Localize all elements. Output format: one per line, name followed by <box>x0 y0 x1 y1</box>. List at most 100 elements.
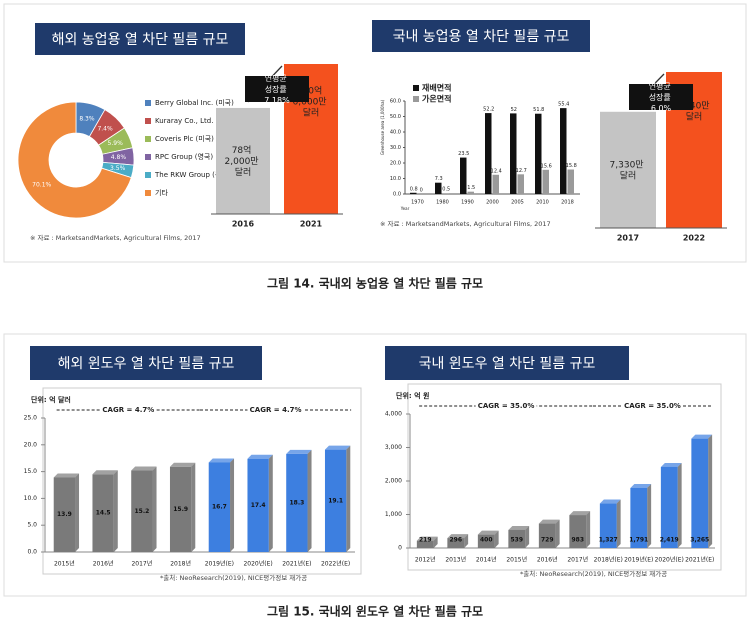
bar-top <box>286 449 312 454</box>
bar-label: 729 <box>541 537 554 544</box>
bar <box>485 113 492 194</box>
legend-label: Coveris Plc (미국) <box>155 134 214 143</box>
bar <box>442 193 449 194</box>
bar <box>447 538 465 548</box>
x-tick-label: 2020년(E) <box>243 560 272 568</box>
bar-label: 539 <box>510 537 523 544</box>
legend-swatch <box>145 118 151 124</box>
caption: 그림 15. 국내외 윈도우 열 차단 필름 규모 <box>267 604 483 619</box>
bar-label: 0.5 <box>442 187 450 193</box>
x-tick-label: 2017 <box>617 234 639 243</box>
x-tick-label: 1990 <box>461 200 474 206</box>
y-tick-label: 10.0 <box>390 176 401 182</box>
plot-frame <box>42 387 362 575</box>
bar-label: 17.4 <box>251 502 266 509</box>
x-tick-label: 2010 <box>536 200 549 206</box>
bar <box>542 169 549 194</box>
bar-side <box>494 530 499 548</box>
legend-label: RPC Group (영국) <box>155 152 213 161</box>
y-tick-label: 4,000 <box>385 411 402 418</box>
source-note: ※ 자료 : MarketsandMarkets, Agricultural F… <box>380 219 551 228</box>
legend-swatch <box>145 154 151 160</box>
bar <box>508 529 526 548</box>
chart-title: 해외 농업용 열 차단 필름 규모 <box>52 32 229 48</box>
chart-title: 해외 윈도우 열 차단 필름 규모 <box>58 356 235 372</box>
x-tick-label: 1980 <box>436 200 449 206</box>
y-tick-label: 2,000 <box>385 478 402 485</box>
bar-side <box>230 458 235 552</box>
x-tick-label: 2019년(E) <box>624 556 653 564</box>
bar <box>517 174 524 194</box>
y-tick-label: 5.0 <box>27 522 37 529</box>
title-banner <box>372 20 590 52</box>
bar <box>660 466 678 548</box>
bar-top <box>630 484 652 489</box>
bar <box>535 113 542 194</box>
bar-label: 23.5 <box>458 151 469 157</box>
x-tick-label: 2016 <box>232 220 255 229</box>
title-banner <box>30 346 262 380</box>
bar-top <box>53 473 80 478</box>
y-tick-label: 20.0 <box>24 441 38 448</box>
bar-label: 12.7 <box>516 168 527 174</box>
legend-label: 재배면적 <box>422 83 451 93</box>
bar <box>324 449 347 552</box>
bar-side <box>307 449 312 552</box>
bar-side <box>152 466 157 552</box>
bar <box>92 474 114 552</box>
source-note: *출처: NeoResearch(2019), NICE평가정보 재가공 <box>520 569 667 578</box>
bar-side <box>75 473 80 552</box>
bar <box>467 191 474 194</box>
unit-label: 단위: 억 달러 <box>31 395 71 404</box>
bar <box>600 111 656 228</box>
y-tick-label: 25.0 <box>24 415 38 422</box>
bar-top <box>169 462 196 467</box>
slice-label: 7.4% <box>97 126 113 133</box>
bar-label: 1,791 <box>629 537 648 544</box>
source-note: *출처: NeoResearch(2019), NICE평가정보 재가공 <box>160 573 307 582</box>
bar-top <box>324 445 351 450</box>
bar-top <box>599 499 621 504</box>
bar <box>53 477 76 552</box>
bar-label: 400 <box>480 537 493 544</box>
legend-swatch <box>145 136 151 142</box>
bar-top <box>477 530 499 535</box>
chart-title: 국내 윈도우 열 차단 필름 규모 <box>419 356 596 372</box>
x-tick-label: 2021년(E) <box>282 560 311 568</box>
y-tick-label: 0.0 <box>393 192 401 198</box>
bar <box>169 466 192 552</box>
annotation-box <box>629 84 693 110</box>
x-tick-label: 2005 <box>511 200 524 206</box>
slice-label: 3.5% <box>110 165 126 172</box>
x-tick-label: 2015년 <box>54 560 75 568</box>
bar-label: 52 <box>511 107 517 113</box>
bar-label: 9,840만 달러 <box>676 100 713 122</box>
bar-label: 15.9 <box>173 506 188 513</box>
x-tick-label: 1970 <box>411 200 424 206</box>
legend-swatch <box>145 100 151 106</box>
y-tick-label: 30.0 <box>390 145 401 151</box>
bar-label: 13.9 <box>57 511 72 518</box>
bar-label: 12.4 <box>491 168 502 174</box>
bar-label: 52.2 <box>483 107 494 113</box>
y-tick-label: 40.0 <box>390 130 401 136</box>
title-banner <box>35 23 245 55</box>
bar <box>538 523 556 548</box>
legend-label: 기타 <box>155 188 168 197</box>
slice-label: 8.3% <box>79 115 95 122</box>
bar-label: 2,419 <box>660 537 679 544</box>
bar <box>492 174 499 194</box>
bar <box>567 169 574 194</box>
bar-top <box>208 458 235 463</box>
legend-swatch <box>413 85 419 91</box>
bar-top <box>247 454 273 459</box>
bar-label: 14.5 <box>96 510 111 517</box>
bar-top <box>508 525 530 530</box>
bar <box>691 438 709 548</box>
x-tick-label: 2016년 <box>537 556 558 564</box>
y-tick-label: 20.0 <box>390 161 401 167</box>
bar <box>460 157 467 194</box>
bar-label: 1,327 <box>599 537 618 544</box>
bar-side <box>191 462 196 552</box>
